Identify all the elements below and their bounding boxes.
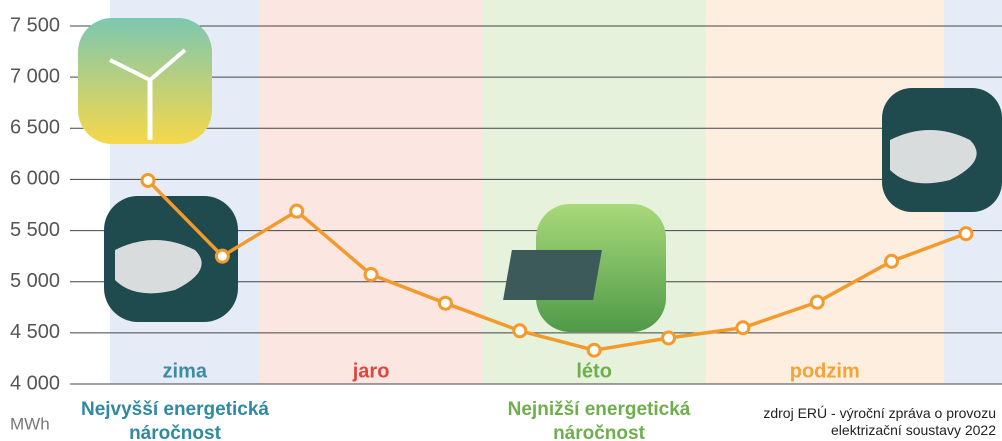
point (960, 228, 972, 240)
y-tick-label: 7 000 (10, 65, 60, 87)
source-note: zdroj ERÚ - výroční zpráva o provozu ele… (736, 405, 996, 439)
y-tick-label: 4 500 (10, 321, 60, 343)
annotation: Nejvyšší energetická náročnost (60, 398, 290, 441)
season-label: podzim (790, 360, 860, 382)
chart: zima jaro léto podzim 4 000 4 500 5 000 5 500 6 … (0, 0, 1002, 441)
point (291, 205, 303, 217)
y-tick-label: 7 500 (10, 14, 60, 36)
y-tick-label: 5 500 (10, 219, 60, 241)
point (439, 297, 451, 309)
point (886, 255, 898, 267)
annotation: Nejnižší energetická náročnost (484, 398, 714, 441)
point (216, 250, 228, 262)
point (142, 174, 154, 186)
season-label: zima (163, 360, 208, 382)
season-label: léto (576, 360, 612, 382)
page: zima jaro léto podzim 4 000 4 500 5 000 5 500 6 … (0, 0, 1002, 441)
point (663, 332, 675, 344)
point (737, 322, 749, 334)
season-band (260, 0, 483, 384)
y-tick-label: 6 500 (10, 117, 60, 139)
point (365, 269, 377, 281)
season-label: jaro (352, 360, 390, 382)
point (811, 296, 823, 308)
y-tick-label: 6 000 (10, 168, 60, 190)
unit-label: MWh (10, 414, 50, 433)
y-tick-label: 5 000 (10, 270, 60, 292)
y-tick-label: 4 000 (10, 372, 60, 394)
point (514, 325, 526, 337)
point (588, 344, 600, 356)
